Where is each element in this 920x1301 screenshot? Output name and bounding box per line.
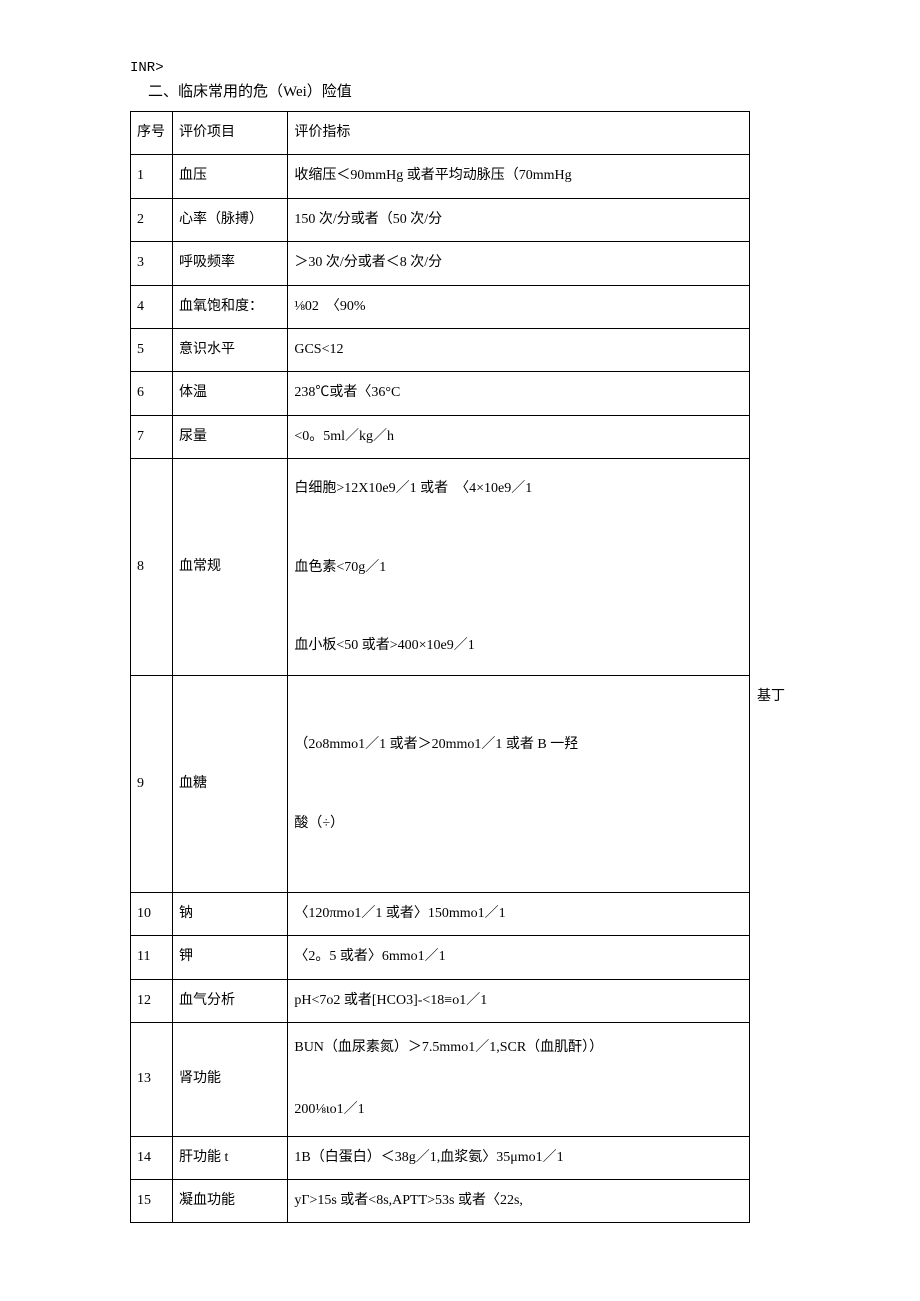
cell-item: 意识水平	[172, 328, 287, 371]
cell-item: 体温	[172, 372, 287, 415]
cell-metric: GCS<12	[288, 328, 750, 371]
header-code: INR>	[130, 60, 800, 76]
cell-item: 血气分析	[172, 979, 287, 1022]
cell-metric: pH<7o2 或者[HCO3]-<18≡o1／1	[288, 979, 750, 1022]
table-row: 15 凝血功能 уΓ>15s 或者<8s,APTT>53s 或者〈22s,	[131, 1179, 750, 1222]
cell-overflow-text: 基丁	[757, 686, 785, 708]
cell-metric: 〈2。5 或者〉6mmo1／1	[288, 936, 750, 979]
cell-metric: 〈120πmo1／1 或者〉150mmo1／1	[288, 893, 750, 936]
table-row: 11 钾 〈2。5 或者〉6mmo1／1	[131, 936, 750, 979]
table-row: 3 呼吸频率 ＞30 次/分或者＜8 次/分	[131, 242, 750, 285]
cell-item: 血常规	[172, 459, 287, 676]
cell-num: 14	[131, 1136, 173, 1179]
table-row: 13 肾功能 BUN（血尿素氮）＞7.5mmo1／1,SCR（血肌酐）） 200…	[131, 1023, 750, 1136]
cell-metric: уΓ>15s 或者<8s,APTT>53s 或者〈22s,	[288, 1179, 750, 1222]
table-row: 9 血糖 （2o8mmo1／1 或者＞20mmo1／1 或者 B 一羟 酸（÷）…	[131, 676, 750, 893]
cell-num: 6	[131, 372, 173, 415]
cell-metric: <0。5ml／kg／h	[288, 415, 750, 458]
table-row: 10 钠 〈120πmo1／1 或者〉150mmo1／1	[131, 893, 750, 936]
cell-item: 心率（脉搏）	[172, 198, 287, 241]
cell-item: 血氧饱和度：	[172, 285, 287, 328]
cell-num: 2	[131, 198, 173, 241]
cell-num: 11	[131, 936, 173, 979]
cell-num: 5	[131, 328, 173, 371]
table-row: 7 尿量 <0。5ml／kg／h	[131, 415, 750, 458]
cell-metric: （2o8mmo1／1 或者＞20mmo1／1 或者 B 一羟 酸（÷） 基丁	[288, 676, 750, 893]
cell-item: 呼吸频率	[172, 242, 287, 285]
cell-item: 钠	[172, 893, 287, 936]
cell-item: 肾功能	[172, 1023, 287, 1136]
section-title: 二、临床常用的危（Wei）险值	[148, 80, 800, 101]
cell-metric: BUN（血尿素氮）＞7.5mmo1／1,SCR（血肌酐）） 200⅛ιo1／1	[288, 1023, 750, 1136]
cell-num: 1	[131, 155, 173, 198]
cell-num: 3	[131, 242, 173, 285]
cell-num: 8	[131, 459, 173, 676]
cell-item: 血压	[172, 155, 287, 198]
cell-num: 7	[131, 415, 173, 458]
cell-num: 13	[131, 1023, 173, 1136]
cell-num: 12	[131, 979, 173, 1022]
table-row: 1 血压 收缩压＜90mmHg 或者平均动脉压（70mmHg	[131, 155, 750, 198]
cell-item: 凝血功能	[172, 1179, 287, 1222]
cell-metric: 238℃或者〈36°C	[288, 372, 750, 415]
cell-metric: 收缩压＜90mmHg 或者平均动脉压（70mmHg	[288, 155, 750, 198]
cell-item: 尿量	[172, 415, 287, 458]
table-row: 2 心率（脉搏） 150 次/分或者（50 次/分	[131, 198, 750, 241]
header-metric: 评价指标	[288, 112, 750, 155]
cell-num: 10	[131, 893, 173, 936]
cell-metric: 1B（白蛋白）＜38g／1,血浆氨〉35μmo1／1	[288, 1136, 750, 1179]
cell-metric: 白细胞>12X10e9／1 或者 〈4×10e9／1 血色素<70g／1 血小板…	[288, 459, 750, 676]
cell-item: 钾	[172, 936, 287, 979]
header-num: 序号	[131, 112, 173, 155]
cell-num: 4	[131, 285, 173, 328]
criteria-table: 序号 评价项目 评价指标 1 血压 收缩压＜90mmHg 或者平均动脉压（70m…	[130, 111, 750, 1223]
table-row: 12 血气分析 pH<7o2 或者[HCO3]-<18≡o1／1	[131, 979, 750, 1022]
table-row: 6 体温 238℃或者〈36°C	[131, 372, 750, 415]
cell-item: 血糖	[172, 676, 287, 893]
table-row: 8 血常规 白细胞>12X10e9／1 或者 〈4×10e9／1 血色素<70g…	[131, 459, 750, 676]
table-row: 14 肝功能 t 1B（白蛋白）＜38g／1,血浆氨〉35μmo1／1	[131, 1136, 750, 1179]
cell-metric-text: （2o8mmo1／1 或者＞20mmo1／1 或者 B 一羟 酸（÷）	[294, 737, 578, 830]
cell-num: 15	[131, 1179, 173, 1222]
table-row: 4 血氧饱和度： ⅛02 〈90%	[131, 285, 750, 328]
header-item: 评价项目	[172, 112, 287, 155]
table-row: 5 意识水平 GCS<12	[131, 328, 750, 371]
cell-num: 9	[131, 676, 173, 893]
cell-metric: 150 次/分或者（50 次/分	[288, 198, 750, 241]
cell-item: 肝功能 t	[172, 1136, 287, 1179]
cell-metric: ⅛02 〈90%	[288, 285, 750, 328]
table-header-row: 序号 评价项目 评价指标	[131, 112, 750, 155]
cell-metric: ＞30 次/分或者＜8 次/分	[288, 242, 750, 285]
